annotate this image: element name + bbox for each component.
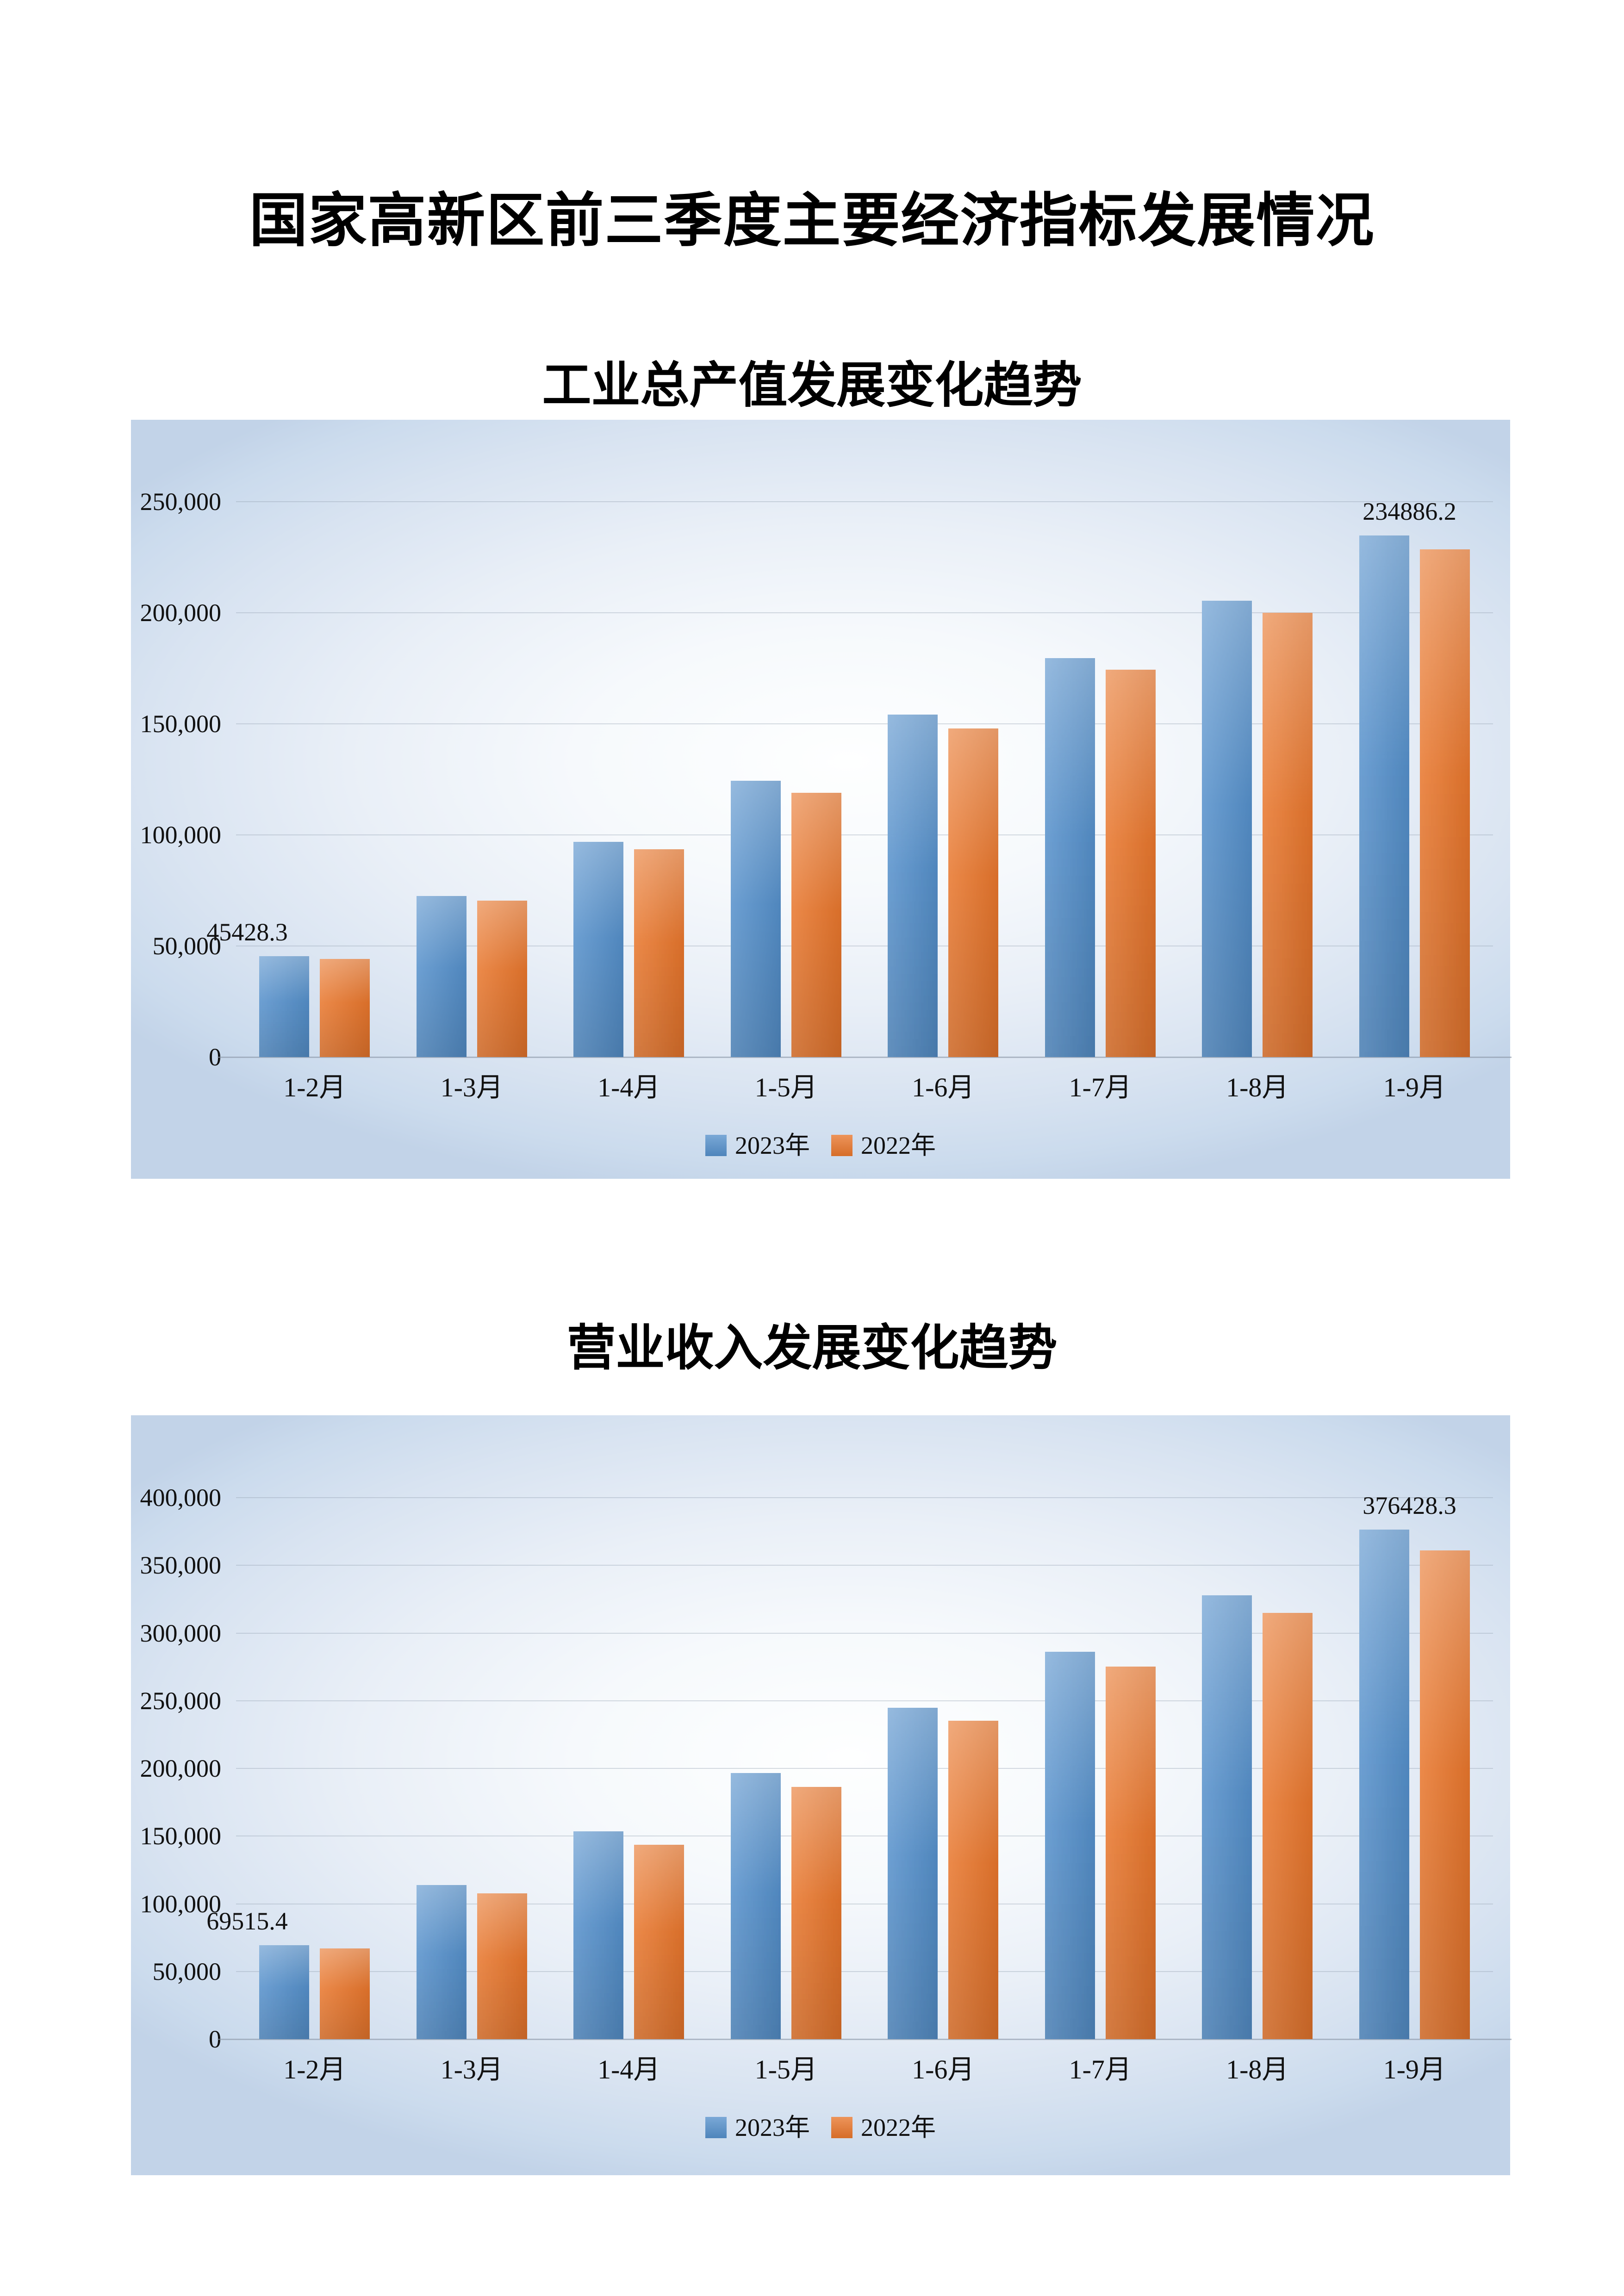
y-axis-tick-300,000: 300,000 bbox=[140, 1619, 222, 1647]
y-axis-tick-250,000: 250,000 bbox=[140, 488, 222, 516]
bar-2023年-1-2月 bbox=[259, 1945, 309, 2039]
x-axis-label-1-6月: 1-6月 bbox=[912, 2054, 975, 2084]
bar-2023年-1-4月 bbox=[573, 1831, 623, 2039]
x-axis-label-1-3月: 1-3月 bbox=[440, 2054, 503, 2084]
legend-swatch-2023年 bbox=[705, 1135, 727, 1156]
y-axis-tick-200,000: 200,000 bbox=[140, 599, 222, 627]
bar-2022年-1-9月 bbox=[1419, 1550, 1470, 2039]
data-label-69515.4: 69515.4 bbox=[206, 1907, 288, 1935]
main-title: 国家高新区前三季度主要经济指标发展情况 bbox=[249, 188, 1375, 253]
y-axis-tick-150,000: 150,000 bbox=[140, 1822, 222, 1850]
y-axis-tick-100,000: 100,000 bbox=[140, 821, 222, 849]
gridline-50,000 bbox=[236, 1971, 1493, 1972]
x-axis-label-1-4月: 1-4月 bbox=[597, 1072, 660, 1102]
x-axis-label-1-9月: 1-9月 bbox=[1383, 2054, 1446, 2084]
bar-2023年-1-8月 bbox=[1202, 1595, 1252, 2039]
bar-2022年-1-5月 bbox=[791, 1786, 841, 2039]
y-axis-tick-200,000: 200,000 bbox=[140, 1755, 222, 1782]
bar-2022年-1-2月 bbox=[320, 959, 370, 1057]
bar-2023年-1-5月 bbox=[730, 781, 781, 1057]
legend-item-2023年: 2023年 bbox=[705, 2113, 810, 2142]
legend-swatch-2022年 bbox=[831, 1135, 852, 1156]
x-axis-line bbox=[218, 2039, 1512, 2040]
x-axis-label-1-6月: 1-6月 bbox=[912, 1072, 975, 1102]
bar-2023年-1-3月 bbox=[416, 1885, 467, 2039]
gridline-350,000 bbox=[236, 1565, 1493, 1566]
legend-item-2022年: 2022年 bbox=[831, 1131, 936, 1160]
bar-2022年-1-3月 bbox=[477, 1893, 527, 2039]
gridline-200,000 bbox=[236, 1768, 1493, 1769]
x-axis-line bbox=[218, 1057, 1512, 1058]
bar-2022年-1-4月 bbox=[634, 1844, 684, 2039]
bar-2022年-1-8月 bbox=[1263, 1613, 1313, 2039]
y-axis-tick-250,000: 250,000 bbox=[140, 1686, 222, 1715]
x-axis-label-1-8月: 1-8月 bbox=[1226, 2054, 1289, 2084]
bar-2022年-1-2月 bbox=[320, 1948, 370, 2039]
bar-2022年-1-3月 bbox=[477, 901, 527, 1057]
legend: 2023年 2022年 bbox=[131, 2113, 1510, 2142]
gridline-300,000 bbox=[236, 1632, 1493, 1634]
bar-2023年-1-6月 bbox=[888, 714, 938, 1057]
y-axis-tick-0: 0 bbox=[209, 1043, 221, 1071]
chart2-title: 营业收入发展变化趋势 bbox=[566, 1321, 1058, 1375]
bar-2023年-1-9月 bbox=[1359, 535, 1409, 1057]
gridline-200,000 bbox=[236, 612, 1493, 613]
x-axis-label-1-4月: 1-4月 bbox=[597, 2054, 660, 2084]
legend-swatch-2022年 bbox=[831, 2117, 852, 2138]
y-axis-tick-150,000: 150,000 bbox=[140, 710, 222, 738]
bar-2022年-1-5月 bbox=[791, 793, 841, 1057]
x-axis-label-1-7月: 1-7月 bbox=[1069, 2054, 1132, 2084]
bar-2022年-1-4月 bbox=[634, 849, 684, 1057]
y-axis-tick-350,000: 350,000 bbox=[140, 1551, 222, 1580]
bar-2023年-1-8月 bbox=[1202, 601, 1252, 1057]
y-axis-tick-100,000: 100,000 bbox=[140, 1890, 222, 1918]
gridline-150,000 bbox=[236, 723, 1493, 724]
bar-2023年-1-9月 bbox=[1359, 1529, 1409, 2039]
y-axis-tick-400,000: 400,000 bbox=[140, 1484, 222, 1512]
chart-industrial-output: 0 50,000 100,000 150,000 200,000 250,000 1-2月 1… bbox=[131, 420, 1512, 1179]
gridline-400,000 bbox=[236, 1497, 1493, 1498]
x-axis-label-1-2月: 1-2月 bbox=[283, 1072, 346, 1102]
bar-2023年-1-6月 bbox=[888, 1707, 938, 2039]
x-axis-label-1-7月: 1-7月 bbox=[1069, 1072, 1132, 1102]
y-axis-tick-0: 0 bbox=[209, 2025, 221, 2053]
data-label-376428.3: 376428.3 bbox=[1363, 1491, 1456, 1519]
data-label-234886.2: 234886.2 bbox=[1363, 497, 1456, 525]
y-axis-tick-50,000: 50,000 bbox=[152, 932, 222, 960]
chart1-title: 工业总产值发展变化趋势 bbox=[542, 359, 1082, 413]
x-axis-label-1-9月: 1-9月 bbox=[1383, 1072, 1446, 1102]
bar-2022年-1-7月 bbox=[1105, 669, 1156, 1057]
bar-2022年-1-9月 bbox=[1419, 549, 1470, 1057]
bar-2022年-1-8月 bbox=[1263, 612, 1313, 1057]
legend-label-2022年: 2022年 bbox=[861, 2114, 936, 2141]
legend-item-2022年: 2022年 bbox=[831, 2113, 936, 2142]
bar-2023年-1-4月 bbox=[573, 842, 623, 1057]
bar-2023年-1-2月 bbox=[259, 956, 309, 1057]
bar-2022年-1-6月 bbox=[948, 728, 998, 1057]
legend-label-2023年: 2023年 bbox=[735, 1132, 810, 1159]
x-axis-label-1-5月: 1-5月 bbox=[754, 2054, 817, 2084]
bar-2022年-1-6月 bbox=[948, 1721, 998, 2039]
bar-2023年-1-7月 bbox=[1045, 1651, 1095, 2039]
chart-operating-revenue: 0 50,000 100,000 150,000 200,000 250,000 300,0… bbox=[131, 1415, 1512, 2175]
x-axis-label-1-3月: 1-3月 bbox=[440, 1072, 503, 1102]
legend-item-2023年: 2023年 bbox=[705, 1131, 810, 1160]
bar-2023年-1-3月 bbox=[416, 896, 467, 1057]
bar-2022年-1-7月 bbox=[1105, 1666, 1156, 2039]
x-axis-label-1-8月: 1-8月 bbox=[1226, 1072, 1289, 1102]
y-axis-tick-50,000: 50,000 bbox=[152, 1957, 222, 1985]
legend-label-2022年: 2022年 bbox=[861, 1132, 936, 1159]
x-axis-label-1-5月: 1-5月 bbox=[754, 1072, 817, 1102]
gridline-250,000 bbox=[236, 501, 1493, 502]
legend: 2023年 2022年 bbox=[131, 1131, 1510, 1160]
legend-swatch-2023年 bbox=[705, 2117, 727, 2138]
data-label-45428.3: 45428.3 bbox=[206, 918, 288, 946]
gridline-250,000 bbox=[236, 1700, 1493, 1701]
legend-label-2023年: 2023年 bbox=[735, 2114, 810, 2141]
bar-2023年-1-7月 bbox=[1045, 658, 1095, 1057]
bar-2023年-1-5月 bbox=[730, 1773, 781, 2039]
x-axis-label-1-2月: 1-2月 bbox=[283, 2054, 346, 2084]
gridline-100,000 bbox=[236, 834, 1493, 835]
